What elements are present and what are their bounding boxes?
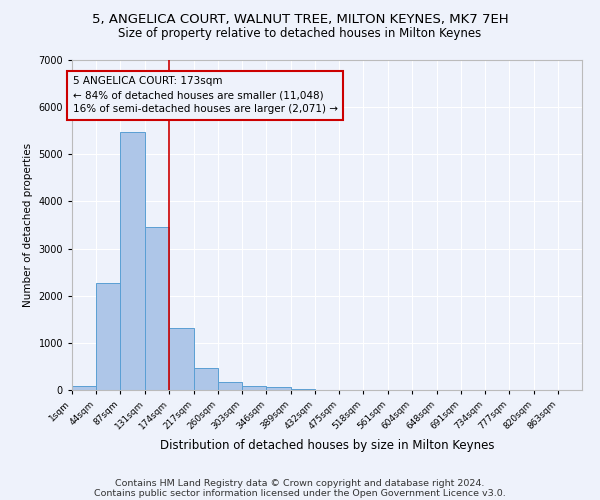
Bar [194, 368, 218, 390]
Bar [121, 132, 145, 390]
Bar [169, 328, 194, 390]
Bar [96, 282, 121, 390]
Bar [290, 388, 315, 390]
Text: Contains public sector information licensed under the Open Government Licence v3: Contains public sector information licen… [94, 488, 506, 498]
Bar [266, 387, 290, 390]
Y-axis label: Number of detached properties: Number of detached properties [23, 143, 33, 307]
Bar [218, 382, 242, 390]
Bar [242, 386, 266, 390]
Text: Size of property relative to detached houses in Milton Keynes: Size of property relative to detached ho… [118, 28, 482, 40]
Text: 5 ANGELICA COURT: 173sqm
← 84% of detached houses are smaller (11,048)
16% of se: 5 ANGELICA COURT: 173sqm ← 84% of detach… [73, 76, 338, 114]
Bar [145, 227, 169, 390]
Text: Contains HM Land Registry data © Crown copyright and database right 2024.: Contains HM Land Registry data © Crown c… [115, 478, 485, 488]
Bar [72, 386, 96, 390]
Text: 5, ANGELICA COURT, WALNUT TREE, MILTON KEYNES, MK7 7EH: 5, ANGELICA COURT, WALNUT TREE, MILTON K… [92, 12, 508, 26]
X-axis label: Distribution of detached houses by size in Milton Keynes: Distribution of detached houses by size … [160, 440, 494, 452]
